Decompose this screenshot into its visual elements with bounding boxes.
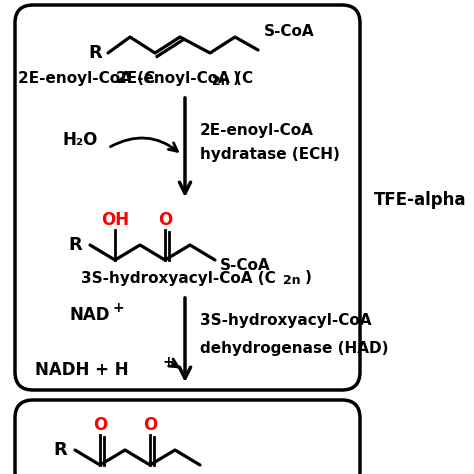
FancyBboxPatch shape xyxy=(15,5,360,390)
Text: S-CoA: S-CoA xyxy=(220,257,271,273)
Text: NAD: NAD xyxy=(70,306,110,324)
Text: O: O xyxy=(93,416,107,434)
FancyBboxPatch shape xyxy=(15,400,360,474)
Text: +: + xyxy=(113,301,125,315)
Text: 2E-enoyl-CoA: 2E-enoyl-CoA xyxy=(200,122,314,137)
Text: NADH + H: NADH + H xyxy=(35,361,128,379)
Text: +: + xyxy=(163,355,174,369)
Text: S-CoA: S-CoA xyxy=(264,24,315,38)
Text: 2n: 2n xyxy=(283,274,301,288)
Text: 3S-hydroxyacyl-CoA (C: 3S-hydroxyacyl-CoA (C xyxy=(81,271,275,285)
Text: R: R xyxy=(68,236,82,254)
Text: TFE-alpha: TFE-alpha xyxy=(374,191,466,209)
Text: ): ) xyxy=(305,271,312,285)
Text: OH: OH xyxy=(101,211,129,229)
Text: hydratase (ECH): hydratase (ECH) xyxy=(200,147,340,163)
Text: O: O xyxy=(158,211,172,229)
Text: 2n: 2n xyxy=(212,74,230,88)
Text: 2E-enoyl-CoA (C: 2E-enoyl-CoA (C xyxy=(117,71,254,85)
Text: R: R xyxy=(53,441,67,459)
Text: 2E-enoyl-CoA (C: 2E-enoyl-CoA (C xyxy=(18,71,155,85)
Text: R: R xyxy=(88,44,102,62)
Text: dehydrogenase (HAD): dehydrogenase (HAD) xyxy=(200,340,389,356)
Text: H₂O: H₂O xyxy=(62,131,98,149)
Text: ): ) xyxy=(233,71,240,85)
Text: 3S-hydroxyacyl-CoA: 3S-hydroxyacyl-CoA xyxy=(200,312,372,328)
Text: O: O xyxy=(143,416,157,434)
